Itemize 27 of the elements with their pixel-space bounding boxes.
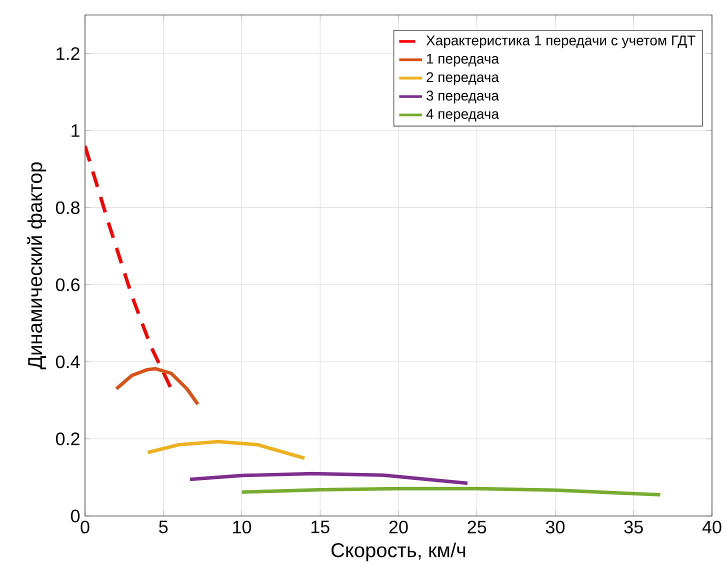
legend-label: 3 передача — [426, 90, 500, 104]
y-tick-label: 1 — [72, 124, 80, 137]
y-tick-label: 0.8 — [56, 201, 80, 214]
line-series — [114, 367, 200, 406]
legend-label: 2 передача — [426, 72, 500, 85]
x-tick-label: 40 — [702, 520, 722, 534]
x-tick-label: 30 — [546, 520, 565, 534]
line-series — [146, 440, 306, 460]
x-tick-label: 0 — [80, 520, 90, 534]
legend-label: 4 передача — [426, 109, 500, 122]
x-tick-label: 35 — [624, 520, 643, 534]
x-tick-label: 10 — [233, 520, 252, 534]
legend-label: Характеристика 1 передачи с учетом ГДТ — [426, 36, 696, 48]
y-tick-label: 0.4 — [56, 355, 80, 368]
x-tick-label: 20 — [389, 520, 408, 534]
x-tick-label: 25 — [468, 520, 486, 534]
line-series — [240, 486, 662, 497]
legend-label: 1 передача — [427, 54, 500, 66]
x-axis-title: Скорость, км/ч — [332, 542, 466, 562]
x-tick-label: 5 — [159, 520, 168, 534]
y-axis-title: Динамический фактор — [27, 162, 46, 370]
y-tick-label: 1.2 — [56, 47, 80, 60]
x-tick-label: 15 — [311, 520, 330, 534]
y-tick-label: 0.2 — [56, 432, 80, 446]
line-series — [188, 472, 470, 485]
y-tick-label: 0.6 — [56, 278, 80, 292]
y-tick-label: 0 — [70, 510, 80, 522]
